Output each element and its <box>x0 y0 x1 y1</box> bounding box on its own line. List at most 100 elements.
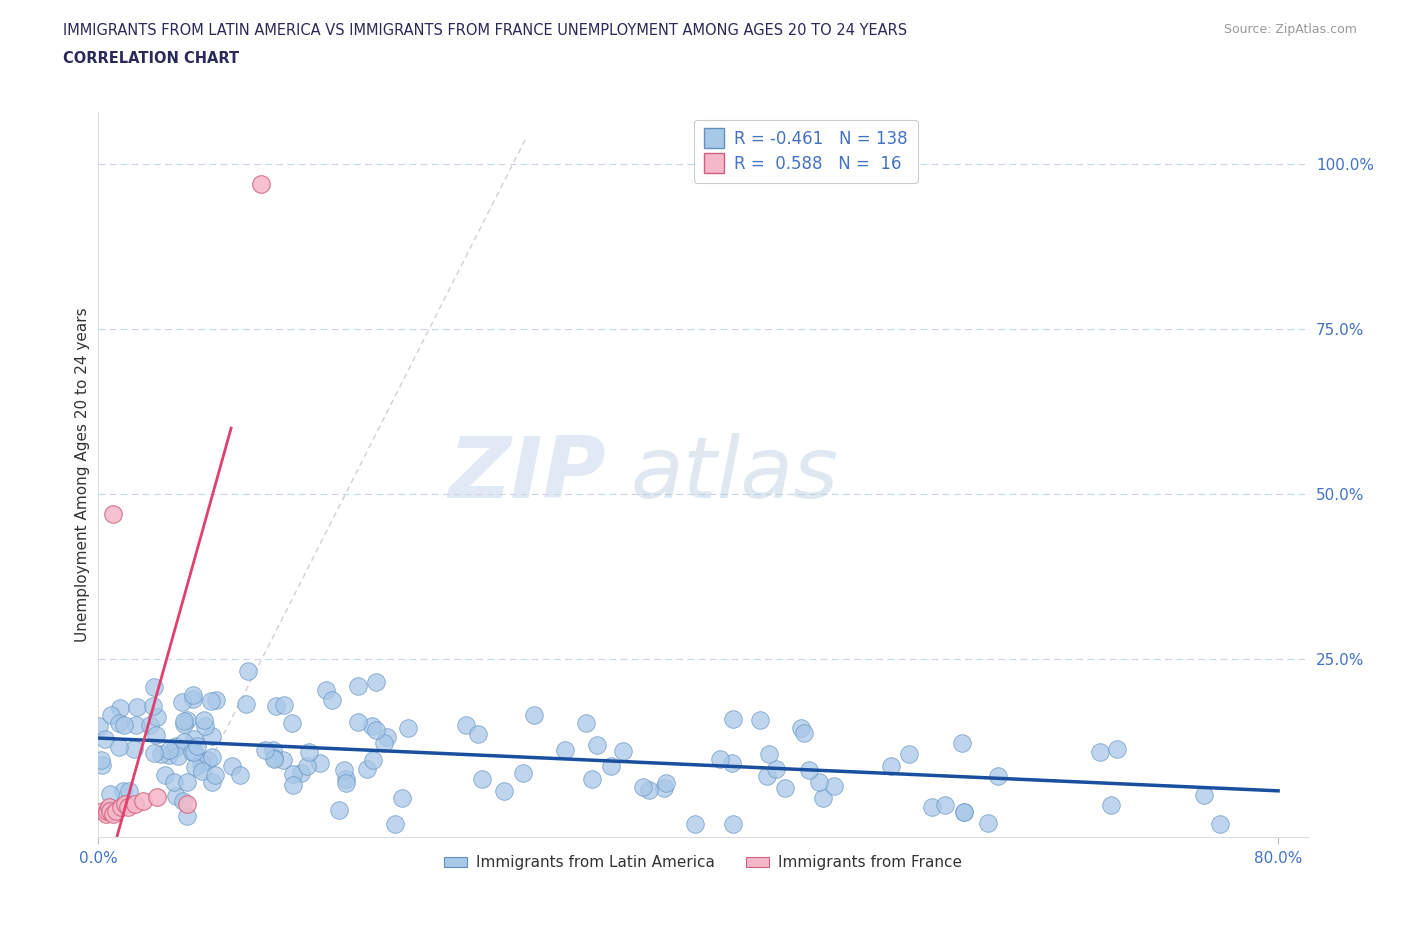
Point <box>91 804 114 818</box>
Point <box>112 718 135 733</box>
Point <box>157 743 180 758</box>
Point <box>396 721 419 736</box>
Point <box>262 742 284 757</box>
Point <box>96 804 118 818</box>
Point <box>375 729 398 744</box>
Point <box>145 727 167 742</box>
Point <box>575 715 598 730</box>
Point <box>266 698 288 713</box>
Point <box>298 745 321 760</box>
Point <box>758 747 780 762</box>
Point <box>295 758 318 773</box>
Point <box>98 804 121 818</box>
Point <box>335 772 357 787</box>
Point <box>361 718 384 733</box>
Point <box>512 766 534 781</box>
Point <box>363 752 385 767</box>
Text: CORRELATION CHART: CORRELATION CHART <box>63 51 239 66</box>
Point <box>183 731 205 746</box>
Point <box>197 753 219 768</box>
Point <box>273 698 295 713</box>
Point <box>721 756 744 771</box>
Text: Source: ZipAtlas.com: Source: ZipAtlas.com <box>1223 23 1357 36</box>
Point <box>155 767 177 782</box>
Point <box>987 769 1010 784</box>
Point <box>139 718 162 733</box>
Point <box>163 775 186 790</box>
Point <box>281 767 304 782</box>
Point <box>98 787 121 802</box>
Point <box>142 745 165 760</box>
Point <box>1099 797 1122 812</box>
Point <box>523 708 546 723</box>
Point <box>194 719 217 734</box>
Point <box>934 798 956 813</box>
Point <box>756 769 779 784</box>
Point <box>157 747 180 762</box>
Point <box>172 794 194 809</box>
Point <box>249 177 271 192</box>
Point <box>142 679 165 694</box>
Point <box>167 749 190 764</box>
Legend: Immigrants from Latin America, Immigrants from France: Immigrants from Latin America, Immigrant… <box>439 849 967 876</box>
Point <box>111 783 134 798</box>
Point <box>263 751 285 765</box>
Point <box>366 723 388 737</box>
Point <box>879 758 901 773</box>
Point <box>1209 817 1232 831</box>
Point <box>793 725 815 740</box>
Point <box>373 735 395 750</box>
Y-axis label: Unemployment Among Ages 20 to 24 years: Unemployment Among Ages 20 to 24 years <box>75 307 90 642</box>
Point <box>176 797 198 812</box>
Point <box>271 752 294 767</box>
Point <box>384 817 406 831</box>
Point <box>280 715 302 730</box>
Point <box>263 751 285 766</box>
Point <box>173 713 195 728</box>
Point <box>110 800 132 815</box>
Point <box>165 789 187 804</box>
Point <box>600 759 623 774</box>
Point <box>328 803 350 817</box>
Point <box>118 784 141 799</box>
Point <box>221 759 243 774</box>
Point <box>366 675 388 690</box>
Point <box>898 747 921 762</box>
Point <box>977 816 1000 830</box>
Point <box>184 760 207 775</box>
Point <box>1088 744 1111 759</box>
Point <box>93 732 115 747</box>
Point <box>952 805 974 820</box>
Point <box>173 716 195 731</box>
Point <box>765 762 787 777</box>
Point <box>122 741 145 756</box>
Point <box>172 694 194 709</box>
Point <box>950 736 973 751</box>
Point <box>204 768 226 783</box>
Point <box>107 715 129 730</box>
Point <box>101 507 124 522</box>
Point <box>236 664 259 679</box>
Point <box>190 764 212 778</box>
Point <box>90 752 112 767</box>
Point <box>181 691 204 706</box>
Point <box>186 739 208 754</box>
Point <box>612 744 634 759</box>
Point <box>165 738 187 753</box>
Point <box>685 817 707 831</box>
Text: ZIP: ZIP <box>449 432 606 516</box>
Point <box>176 809 198 824</box>
Point <box>808 775 831 790</box>
Point <box>1107 742 1129 757</box>
Point <box>146 790 169 804</box>
Point <box>723 711 745 726</box>
Point <box>124 797 146 812</box>
Point <box>89 719 111 734</box>
Point <box>283 777 305 792</box>
Point <box>631 779 654 794</box>
Point <box>333 763 356 777</box>
Point <box>229 767 252 782</box>
Point <box>204 693 226 708</box>
Point <box>94 806 117 821</box>
Point <box>356 762 378 777</box>
